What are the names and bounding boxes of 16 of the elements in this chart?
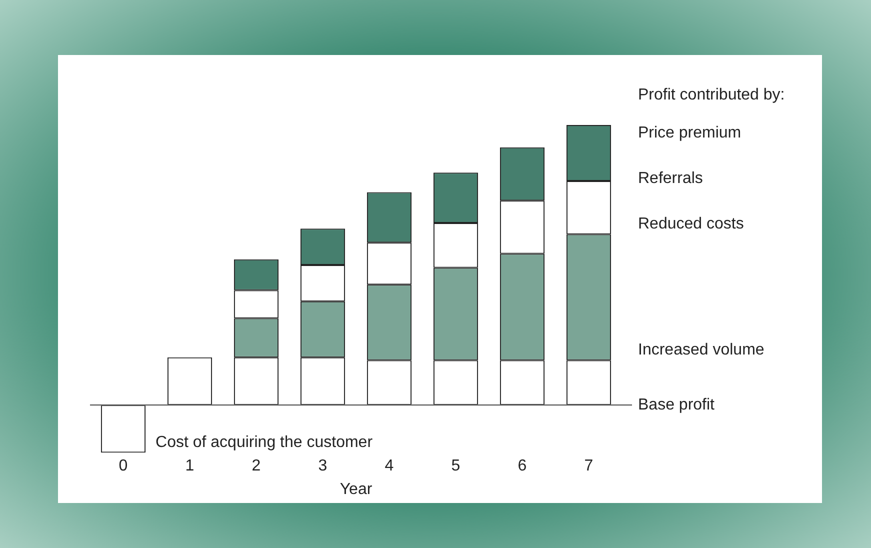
- x-tick-label: 7: [584, 458, 594, 475]
- x-tick-label: 3: [318, 458, 328, 475]
- x-tick-label: 0: [118, 458, 128, 475]
- x-tick-label: 6: [518, 458, 527, 475]
- x-tick-label: 5: [451, 458, 460, 475]
- legend-title: Profit contributed by:: [638, 86, 785, 104]
- series-label: Increased volume: [638, 342, 764, 359]
- series-label: Cost of acquiring the customer: [156, 434, 374, 452]
- series-label: Reduced costs: [638, 216, 744, 233]
- x-tick-label: 1: [185, 458, 194, 475]
- series-label: Price premium: [638, 124, 742, 142]
- x-tick-label: 4: [384, 458, 394, 475]
- text: Referrals: [638, 170, 703, 188]
- x-axis-title: Year: [340, 480, 373, 498]
- series-label: Base profit: [638, 396, 716, 414]
- x-tick-label: 2: [252, 458, 261, 475]
